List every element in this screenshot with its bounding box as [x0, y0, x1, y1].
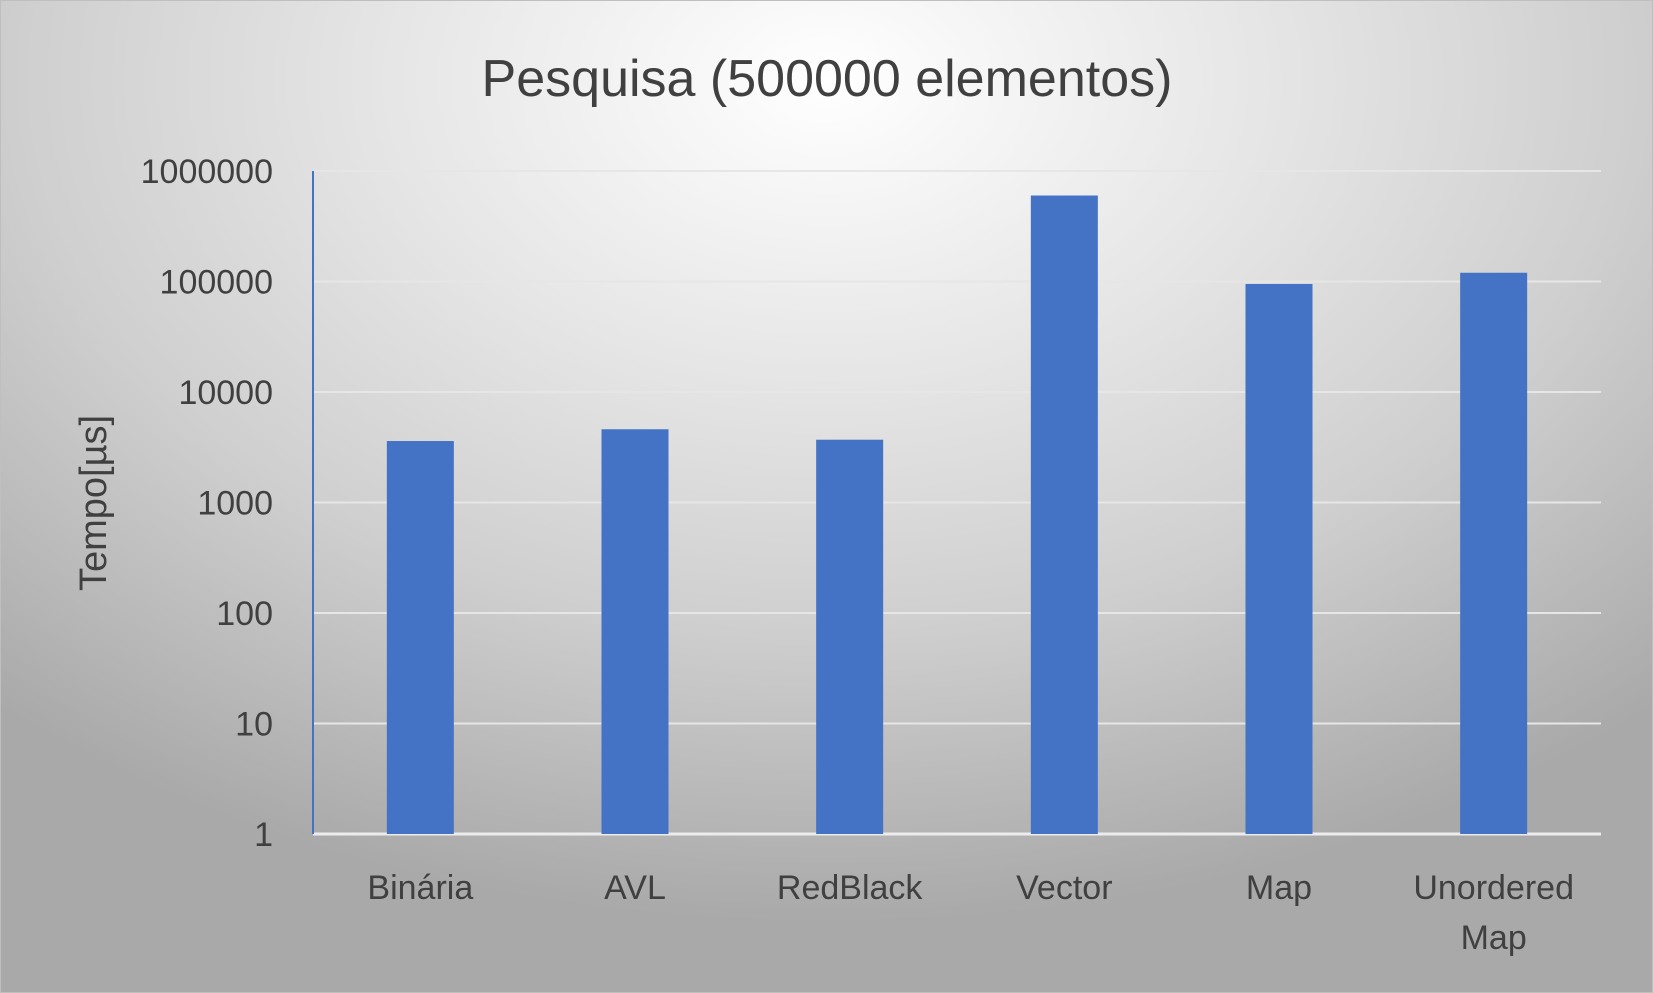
- bars: [386, 195, 1528, 834]
- x-category-label: RedBlack: [777, 869, 924, 907]
- bar: [386, 441, 454, 834]
- bar: [1460, 272, 1528, 834]
- x-axis-categories: Binária AVL RedBlack Vector Map Unordered Map: [367, 869, 1574, 957]
- y-tick-label: 1000000: [141, 153, 273, 191]
- bar: [601, 429, 669, 834]
- y-tick-label: 100000: [160, 264, 273, 302]
- x-category-label: Unordered: [1413, 869, 1574, 907]
- y-axis-title: Tempo[µs]: [73, 415, 115, 591]
- x-category-label: Binária: [367, 869, 473, 907]
- bar: [1245, 283, 1313, 834]
- y-tick-label: 10: [235, 706, 273, 744]
- y-tick-label: 1: [254, 816, 273, 854]
- y-tick-label: 1000: [197, 485, 273, 523]
- x-category-label: Vector: [1016, 869, 1112, 907]
- gridlines: [312, 170, 1601, 836]
- y-tick-label: 10000: [178, 374, 273, 412]
- y-axis-ticks: 1 10 100 1000 10000 100000 1000000: [141, 153, 273, 854]
- chart-title: Pesquisa (500000 elementos): [482, 50, 1173, 108]
- x-category-label: Map: [1461, 919, 1527, 957]
- bar: [1030, 195, 1098, 834]
- y-tick-label: 100: [216, 595, 273, 633]
- bar: [816, 439, 884, 834]
- x-category-label: AVL: [604, 869, 666, 907]
- x-category-label: Map: [1246, 869, 1312, 907]
